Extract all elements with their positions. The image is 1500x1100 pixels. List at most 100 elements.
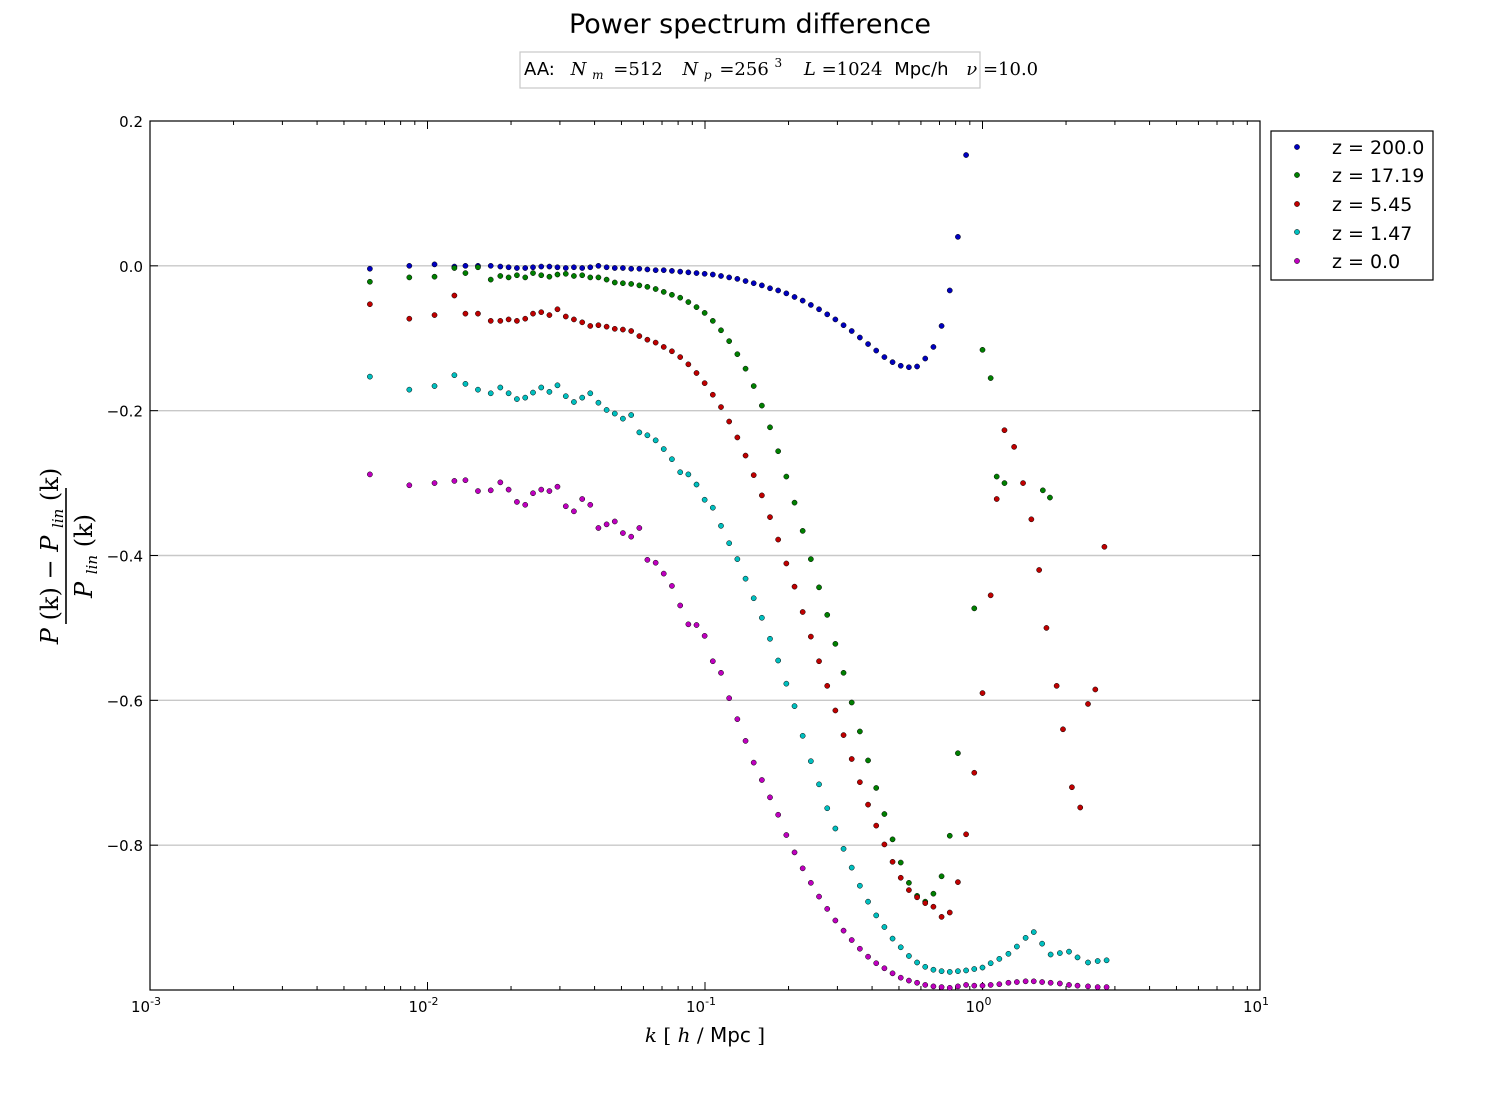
y-tick-label: 0.2 (119, 113, 143, 131)
legend-item: z = 200.0 (1294, 137, 1424, 159)
data-point (857, 728, 863, 735)
data-point (611, 518, 618, 525)
data-point (1085, 983, 1091, 990)
data-point (431, 383, 438, 389)
data-point (652, 339, 659, 346)
data-point (538, 384, 545, 391)
data-point (873, 960, 880, 967)
data-point (367, 301, 373, 308)
data-point (1047, 494, 1053, 501)
data-point (734, 716, 741, 723)
data-point (963, 967, 969, 974)
data-point (889, 836, 896, 843)
data-point (669, 268, 675, 274)
data-point (914, 979, 920, 986)
data-point (742, 452, 749, 459)
data-point (848, 937, 855, 943)
data-point (1057, 980, 1063, 987)
data-point (579, 394, 586, 401)
data-point (367, 278, 373, 285)
data-point (571, 273, 577, 279)
data-point (709, 504, 716, 511)
data-point (1030, 978, 1037, 985)
data-point (750, 280, 757, 287)
data-point (799, 609, 806, 615)
data-point (554, 483, 561, 490)
data-point (475, 488, 481, 494)
legend-label-z5: z = 5.45 (1332, 194, 1412, 216)
subtitle-text: AA: N m =512 N p =256 3 L =1024 Mpc/h ν … (524, 51, 1038, 84)
series-group (367, 292, 1108, 920)
data-point (709, 658, 716, 665)
data-point (451, 265, 458, 271)
data-point (406, 274, 413, 281)
data-point (505, 390, 512, 397)
data-point (963, 831, 969, 838)
data-point (1036, 567, 1042, 573)
data-point (824, 612, 831, 618)
data-point (611, 279, 618, 286)
data-point (767, 635, 773, 642)
data-point (816, 658, 822, 665)
data-point (767, 794, 773, 801)
data-point (996, 956, 1003, 962)
data-point (963, 982, 969, 988)
data-point (857, 334, 863, 341)
data-point (475, 386, 481, 393)
subtitle-box: AA: N m =512 N p =256 3 L =1024 Mpc/h ν … (519, 51, 1038, 89)
data-point (938, 873, 945, 880)
data-point (742, 738, 749, 744)
data-point (571, 508, 577, 515)
x-axis-label-k: k (645, 1023, 657, 1047)
data-point (824, 906, 831, 912)
data-point (487, 318, 494, 324)
data-point (652, 286, 659, 292)
data-point (914, 363, 920, 370)
series-group (367, 471, 1110, 991)
data-point (579, 319, 586, 326)
data-point (734, 434, 741, 441)
data-point (538, 309, 545, 316)
data-point (946, 287, 953, 294)
legend-label-z200: z = 200.0 (1332, 137, 1424, 159)
data-point (701, 380, 708, 386)
data-point (1022, 978, 1029, 985)
data-point (848, 328, 855, 334)
data-point (571, 399, 577, 405)
data-point (1030, 929, 1037, 935)
data-point (587, 390, 594, 397)
data-point (726, 418, 733, 425)
x-axis-label-slash: / (697, 1023, 704, 1047)
data-point (865, 341, 871, 347)
data-point (660, 570, 667, 577)
subtitle-nm-label: N (570, 59, 588, 80)
data-point (938, 968, 945, 975)
data-point (587, 501, 594, 508)
data-point (759, 777, 765, 783)
data-point (546, 312, 553, 318)
data-point (603, 264, 610, 271)
data-point (636, 333, 643, 339)
x-tick-label: 101 (1243, 995, 1269, 1016)
data-point (487, 390, 494, 397)
data-point (955, 983, 961, 990)
data-point (742, 365, 749, 372)
data-point (644, 283, 651, 290)
data-point (865, 801, 871, 808)
data-point (644, 432, 651, 439)
x-axis-label-h: h (678, 1023, 691, 1047)
data-point (462, 381, 469, 387)
legend-marker-z1 (1294, 229, 1300, 235)
data-point (693, 304, 700, 310)
data-point (652, 267, 659, 274)
data-point (726, 695, 733, 702)
y-label-num-sub: lin (49, 509, 67, 528)
data-point (620, 415, 626, 422)
data-point (759, 282, 765, 289)
data-point (462, 270, 469, 276)
data-point (938, 984, 945, 990)
data-point (620, 280, 626, 287)
data-point (1047, 951, 1054, 958)
data-point (538, 263, 545, 270)
